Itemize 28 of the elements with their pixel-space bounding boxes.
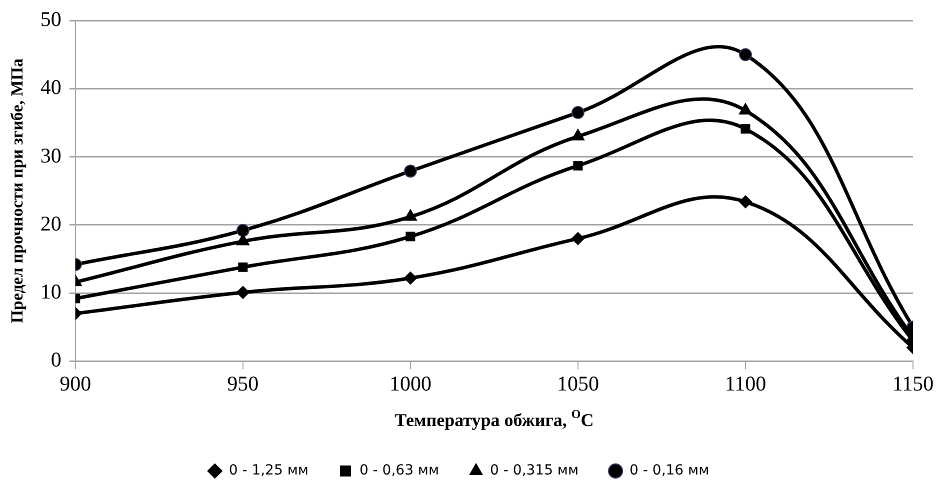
point [738,195,752,208]
x-tick-label: 900 [60,371,92,396]
point [404,272,417,285]
x-tick-label: 1150 [892,371,934,396]
point [571,106,584,120]
x-tick-label: 1050 [556,371,599,396]
legend-label: 0 - 0,315 мм [490,462,579,479]
point [740,124,750,134]
y-tick-label: 40 [40,75,62,100]
point [573,160,583,170]
point [738,103,752,115]
y-tick-label: 0 [50,348,62,372]
y-tick-label: 20 [40,211,62,236]
y-tick-label: 10 [40,280,62,304]
point [404,164,417,178]
legend-label: 0 - 0,63 мм [359,462,440,479]
legend-label: 0 - 0,16 мм [630,462,710,479]
point [738,48,752,62]
point [406,232,416,242]
x-tick-label: 1100 [724,371,766,396]
x-tick-label: 1000 [389,371,432,396]
legend-label: 0 - 1,25 мм [228,462,308,479]
y-tick-label: 50 [40,7,62,32]
point [238,262,248,272]
y-tick-label: 30 [40,143,62,168]
x-tick-label: 950 [227,371,259,396]
point [571,232,584,246]
y-axis-title: Предел прочности при згибе, МПа [8,58,27,324]
